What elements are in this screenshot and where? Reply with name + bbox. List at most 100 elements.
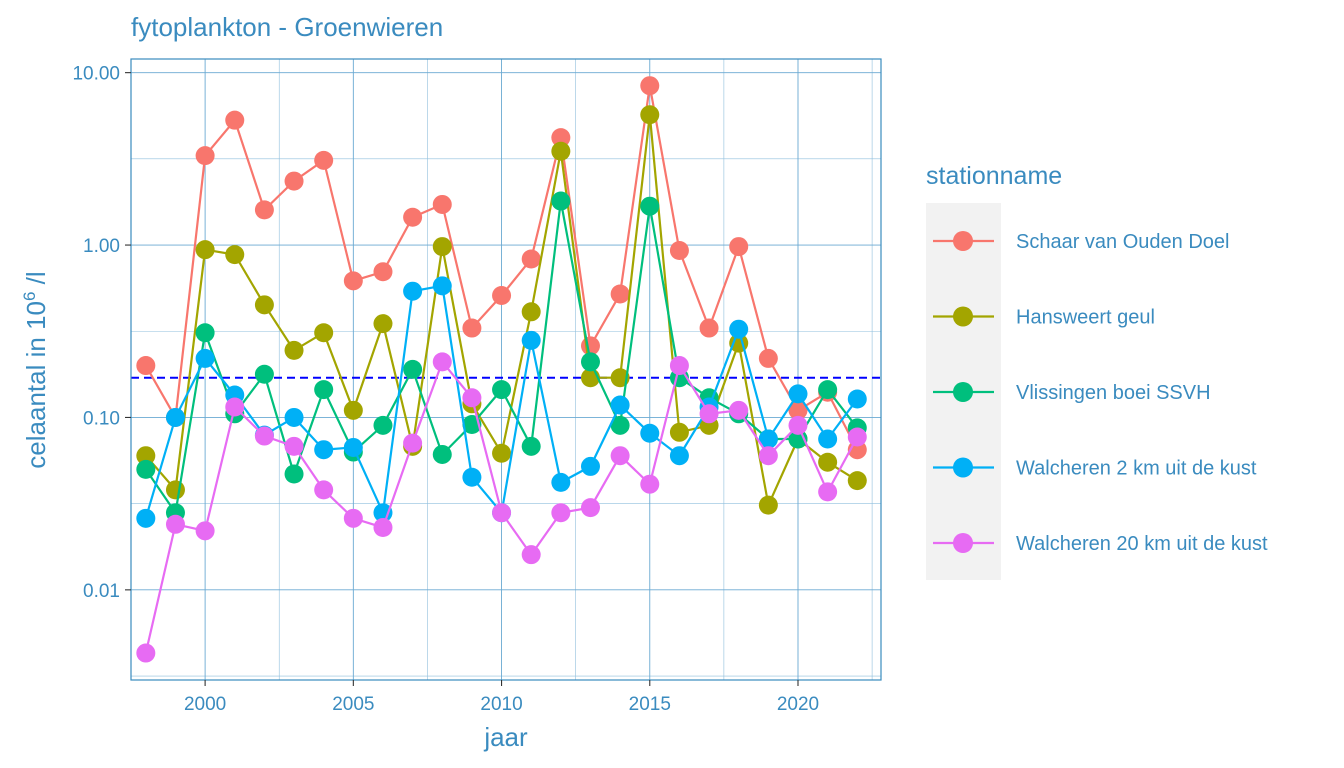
data-point [669,422,689,442]
data-point [343,271,363,291]
grid [131,59,881,680]
legend-label: Vlissingen boei SSVH [1016,382,1211,404]
data-point [373,517,393,537]
legend-item: Vlissingen boei SSVH [933,382,1211,404]
data-point [492,380,512,400]
legend-key-marker [953,457,973,478]
legend-key-marker [953,382,973,402]
data-point [195,323,215,343]
legend-key-marker [953,533,973,553]
data-point [284,171,304,191]
data-point [343,437,363,457]
x-tick-label: 2000 [184,694,226,715]
data-point [373,262,393,282]
data-point [432,194,452,214]
data-point [254,426,274,446]
data-point [314,323,334,343]
y-tick-label: 10.00 [72,64,120,85]
y-axis-title: celaantal in 106 /l [20,271,51,468]
data-point [195,146,215,166]
series-group [136,76,867,663]
legend-key-marker [953,306,973,327]
data-point [284,340,304,360]
data-point [462,388,482,408]
data-point [314,150,334,170]
data-point [758,495,778,515]
data-point [640,105,660,125]
data-point [343,400,363,420]
data-point [521,249,541,269]
data-point [492,443,512,463]
legend-item: Schaar van Ouden Doel [933,231,1229,253]
data-point [343,508,363,528]
data-point [254,200,274,220]
y-tick-label: 1.00 [83,236,120,257]
y-axis-title-suffix: /l [21,271,51,291]
data-point [136,356,156,376]
data-point [640,423,660,443]
data-point [225,397,245,417]
data-point [818,429,838,449]
data-point [432,276,452,296]
y-axis-title-main: celaantal in 10 [21,301,51,469]
data-point [551,191,571,211]
y-axis-title-sup: 6 [20,292,39,301]
data-point [610,284,630,304]
data-point [818,452,838,472]
x-axis: 2000 2005 2010 2015 2020 [184,680,819,715]
data-point [669,356,689,376]
data-point [403,281,423,301]
data-point [758,446,778,466]
data-point [788,400,808,420]
data-point [669,240,689,260]
data-point [521,436,541,456]
y-tick-label: 0.10 [83,408,120,429]
data-point [610,415,630,435]
data-point [640,76,660,96]
data-point [225,110,245,130]
y-axis: 0.01 0.10 1.00 10.00 [72,64,131,602]
data-point [580,456,600,476]
legend-label: Schaar van Ouden Doel [1016,231,1229,253]
data-point [165,480,185,500]
data-point [195,521,215,541]
data-point [314,480,334,500]
data-point [758,348,778,368]
x-tick-label: 2005 [332,694,374,715]
data-point [521,330,541,350]
data-point [136,446,156,466]
data-point [136,459,156,479]
data-point [284,436,304,456]
legend-item: Walcheren 20 km uit de kust [933,533,1268,555]
x-tick-label: 2020 [777,694,819,715]
data-point [462,467,482,487]
x-tick-label: 2015 [629,694,671,715]
legend-label: Walcheren 2 km uit de kust [1016,458,1257,480]
x-tick-label: 2010 [480,694,522,715]
data-point [403,433,423,453]
data-point [551,128,571,148]
data-point [284,407,304,427]
data-point [847,427,867,447]
data-point [403,359,423,379]
data-point [847,389,867,409]
y-tick-label: 0.01 [83,581,120,602]
data-point [818,482,838,502]
data-point [373,415,393,435]
data-point [758,429,778,449]
data-point [818,380,838,400]
data-point [551,141,571,161]
plot-panel-border [130,58,882,681]
data-point [314,440,334,460]
legend-label: Hansweert geul [1016,307,1155,329]
legend-item: Walcheren 2 km uit de kust [933,457,1257,480]
chart-title: fytoplankton - Groenwieren [131,12,443,42]
legend-item: Hansweert geul [933,306,1155,329]
data-point [580,498,600,518]
data-point [699,404,719,424]
data-point [195,240,215,260]
data-point [314,380,334,400]
data-point [492,503,512,523]
data-point [225,245,245,265]
